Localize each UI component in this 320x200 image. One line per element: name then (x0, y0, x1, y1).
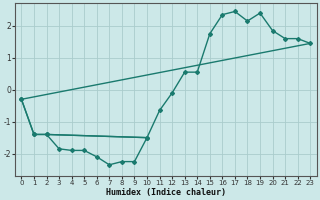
X-axis label: Humidex (Indice chaleur): Humidex (Indice chaleur) (106, 188, 226, 197)
